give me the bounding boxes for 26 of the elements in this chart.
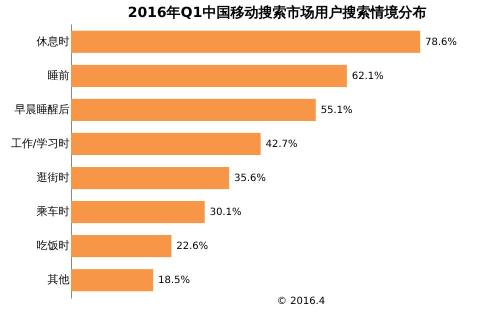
y-tick-label: 逛街时 [36, 171, 70, 184]
y-tick-label: 吃饭时 [36, 239, 70, 252]
data-label: 30.1% [210, 207, 242, 218]
y-tick-label: 乘车时 [36, 205, 70, 218]
data-label: 42.7% [266, 138, 298, 150]
bar [71, 235, 172, 258]
chart-title: 2016年Q1中国移动搜索市场用户搜索情境分布 [128, 4, 426, 21]
bar [71, 166, 230, 190]
bar [71, 200, 205, 224]
bar [71, 132, 261, 156]
y-tick-label: 工作/学习时 [10, 136, 70, 150]
data-label: 35.6% [234, 173, 266, 184]
y-tick-label: 其他 [48, 273, 70, 286]
bar [71, 64, 347, 87]
data-label: 55.1% [320, 104, 353, 116]
data-label: 18.5% [158, 275, 190, 286]
y-tick-label: 睡前 [48, 68, 70, 82]
bar [71, 30, 420, 53]
y-tick-label: 休息时 [36, 34, 70, 48]
bar [71, 269, 154, 292]
data-label: 62.1% [352, 70, 384, 82]
annotation: © 2016.4 [276, 296, 326, 307]
data-label: 78.6% [425, 36, 457, 48]
y-tick-label: 早晨睡醒后 [14, 102, 70, 116]
data-label: 22.6% [176, 241, 208, 252]
bar [71, 98, 316, 122]
